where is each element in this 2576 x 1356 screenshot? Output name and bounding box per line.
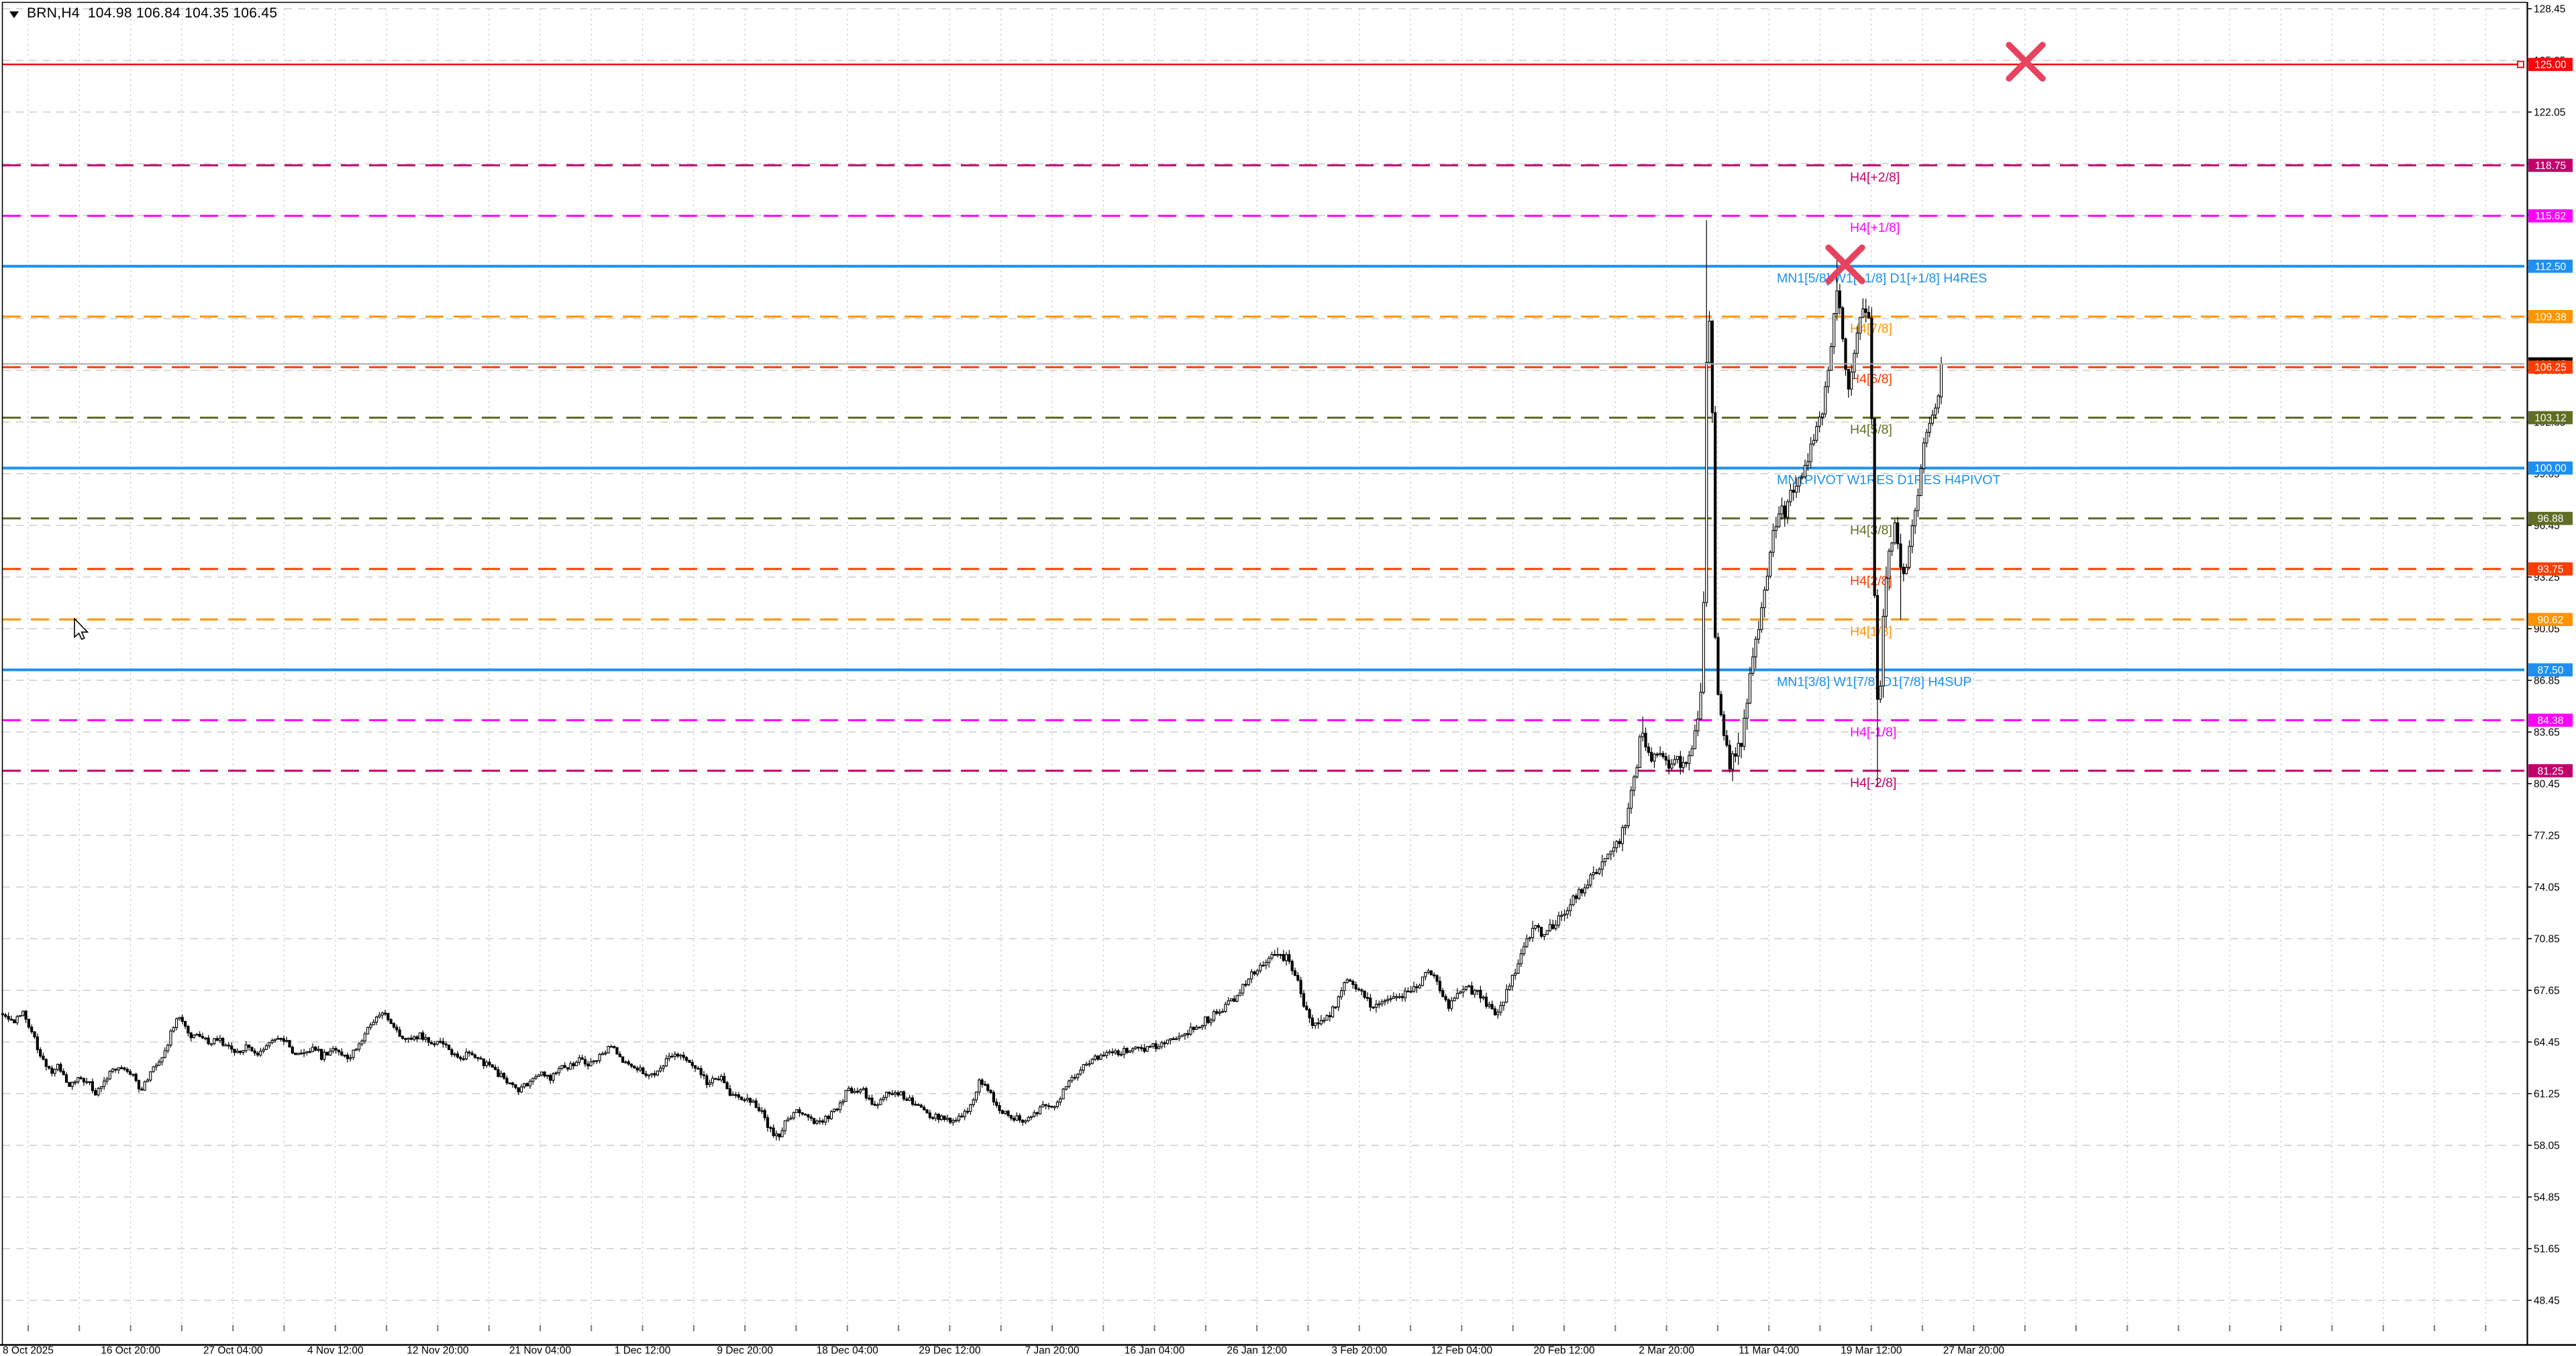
level-label[interactable]: H4[1/8] [1850,624,1892,639]
price-scale[interactable]: 128.45125.25122.05118.85115.65112.45109.… [2527,4,2573,1307]
level-price-badge-box [2528,259,2573,273]
level-price-badge: 106.25 [2534,362,2566,374]
x-mark-stroke [2006,42,2046,82]
level-price-badge-box [2528,663,2573,677]
level-price-badge: 115.62 [2535,211,2566,222]
level-price-badge-box [2528,310,2573,323]
level-price-badge-box [2528,411,2573,425]
date-label: 16 Oct 20:00 [101,1345,160,1356]
x-markers [1825,42,2046,284]
price-tick-label: 48.45 [2534,1296,2560,1307]
level-price-badge: 81.25 [2538,766,2564,777]
candlesticks [1,220,1943,1141]
date-label: 4 Nov 12:00 [307,1345,364,1356]
date-label: 18 Dec 04:00 [817,1345,879,1356]
price-tick-label: 61.25 [2534,1089,2560,1100]
level-price-badge-box [2528,58,2573,71]
grid [3,8,2522,1331]
ohlc-readout: 104.98 106.84 104.35 106.45 [87,5,278,21]
level-price-badge: 93.75 [2538,564,2564,575]
level-price-badge: 96.88 [2538,513,2564,525]
date-label: 11 Mar 04:00 [1739,1345,1800,1356]
level-price-badge: 87.50 [2538,665,2564,676]
level-label[interactable]: H4[+2/8] [1850,170,1900,185]
level-lines: H4[+2/8] H4[+1/8] MN1[5/8] W1[+1/8] D1[+1/… [3,60,2524,790]
level-label[interactable]: H4[+1/8] [1850,221,1900,236]
level-label[interactable]: H4[2/8] [1850,574,1892,588]
level-price-badge: 103.12 [2534,413,2566,424]
date-label: 27 Oct 04:00 [203,1345,263,1356]
price-tick-label: 80.45 [2534,779,2560,790]
symbol-title: BRN,H4 [27,5,80,21]
date-label: 8 Oct 2025 [3,1345,54,1356]
date-label: 3 Feb 20:00 [1331,1345,1387,1356]
date-label: 1 Dec 12:00 [615,1345,671,1356]
level-price-badge-box [2528,461,2573,475]
symbol-ohlc-header: BRN,H4 104.98 106.84 104.35 106.45 [9,5,277,21]
x-mark-icon[interactable] [1825,244,1865,284]
level-price-badge-box [2528,764,2573,778]
level-label[interactable]: MN1PIVOT W1RES D1RES H4PIVOT [1777,473,2000,488]
date-label: 19 Mar 12:00 [1841,1345,1902,1356]
price-tick-label: 51.65 [2534,1244,2560,1255]
price-tick-label: 86.85 [2534,676,2560,687]
level-price-badge: 90.62 [2538,615,2564,626]
level-price-badge-box [2528,209,2573,223]
level-price-badge: 118.75 [2535,160,2566,172]
date-label: 7 Jan 20:00 [1025,1345,1079,1356]
x-mark-stroke [1825,244,1865,284]
level-price-badge-box [2528,562,2573,576]
date-label: 9 Dec 20:00 [717,1345,773,1356]
price-tick-label: 74.05 [2534,882,2560,894]
level-price-badge-box [2528,360,2573,374]
level-price-badge-box [2528,511,2573,525]
level-label[interactable]: H4[3/8] [1850,523,1892,538]
line-handle[interactable] [2517,60,2524,68]
level-label[interactable]: H4[-1/8] [1850,725,1896,739]
date-label: 12 Nov 20:00 [407,1345,469,1356]
date-label: 16 Jan 04:00 [1125,1345,1185,1356]
date-label: 12 Feb 04:00 [1431,1345,1493,1356]
date-label: 29 Dec 12:00 [919,1345,981,1356]
bear-candle-bodies [1,291,1905,1138]
date-label: 27 Mar 20:00 [1943,1345,2005,1356]
date-label: 26 Jan 12:00 [1227,1345,1287,1356]
level-label[interactable]: MN1[5/8] W1[+1/8] D1[+1/8] H4RES [1777,271,1987,286]
level-price-badge: 84.38 [2538,715,2564,727]
level-price-badge-box [2528,713,2573,727]
level-label[interactable]: H4[-2/8] [1850,776,1896,790]
level-label[interactable]: MN1[3/8] W1[7/8] D1[7/8] H4SUP [1777,674,1971,689]
price-tick-label: 70.85 [2534,934,2560,945]
level-label[interactable]: H4[5/8] [1850,423,1892,437]
level-price-badge: 125.00 [2534,60,2567,71]
price-tick-label: 77.25 [2534,831,2560,842]
bull-candle-bodies [15,291,1943,1137]
price-tick-label: 83.65 [2534,727,2560,739]
price-tick-label: 67.65 [2534,986,2560,997]
price-tick-label: 90.05 [2534,624,2560,635]
level-price-badge-box [2528,158,2573,172]
price-tick-label: 128.45 [2534,4,2565,15]
price-tick-label: 54.85 [2534,1192,2560,1204]
level-price-badge-box [2528,613,2573,627]
price-tick-label: 64.45 [2534,1037,2560,1049]
collapse-chart-icon[interactable] [9,11,19,18]
level-price-badge: 112.50 [2535,261,2567,272]
price-tick-label: 122.05 [2534,107,2565,119]
price-tick-label: 58.05 [2534,1141,2560,1152]
date-label: 2 Mar 20:00 [1639,1345,1694,1356]
date-label: 20 Feb 12:00 [1533,1345,1595,1356]
mouse-cursor [74,618,89,640]
level-price-badge: 109.38 [2534,311,2566,323]
time-scale[interactable]: 8 Oct 2025 16 Oct 20:00 27 Oct 04:00 4 Nov … [3,1345,2004,1356]
level-price-badge: 100.00 [2534,463,2567,474]
x-mark-icon[interactable] [2006,42,2046,82]
date-label: 21 Nov 04:00 [509,1345,572,1356]
